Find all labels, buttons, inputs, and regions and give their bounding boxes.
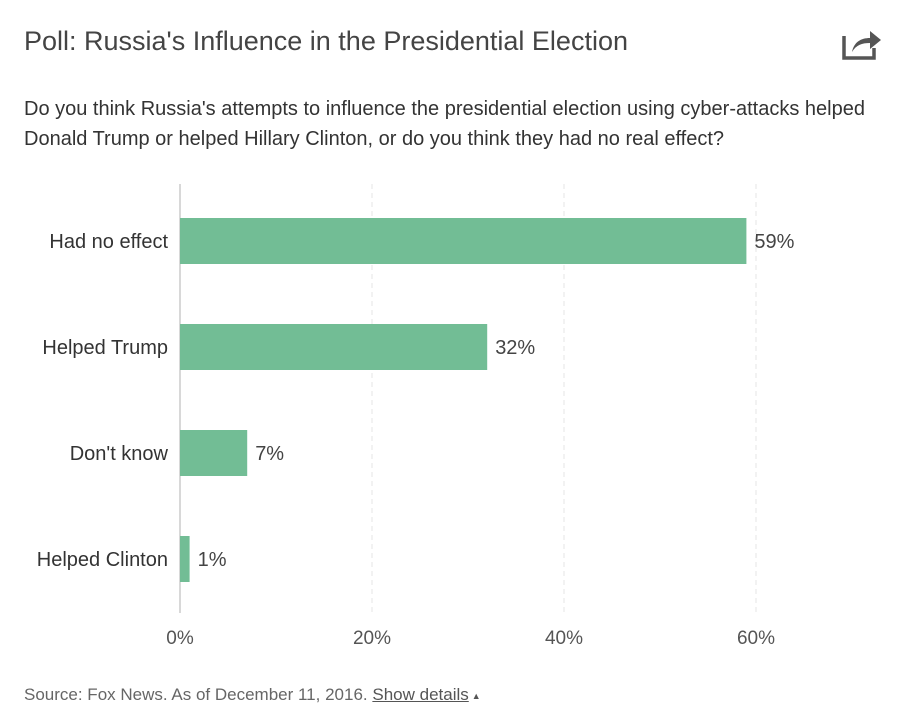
category-label: Had no effect	[49, 231, 168, 253]
category-label: Helped Clinton	[37, 549, 168, 571]
bar-0	[180, 218, 747, 264]
caret-up-icon: ▲	[471, 690, 481, 701]
x-tick-label: 20%	[353, 628, 391, 649]
x-tick-label: 60%	[737, 628, 775, 649]
category-label: Helped Trump	[42, 337, 168, 359]
show-details-label: Show details	[372, 685, 469, 704]
source-note: Source: Fox News. As of December 11, 201…	[24, 685, 481, 705]
value-label: 59%	[754, 231, 794, 253]
value-label: 7%	[255, 443, 284, 465]
share-icon	[842, 31, 881, 60]
chart-title: Poll: Russia's Influence in the Presiden…	[24, 26, 628, 56]
poll-question: Do you think Russia's attempts to influe…	[24, 98, 865, 150]
value-label: 1%	[198, 549, 227, 571]
bar-2	[180, 430, 248, 476]
bar-3	[180, 536, 190, 582]
x-tick-label: 40%	[545, 628, 583, 649]
bar-chart: Had no effect 59% Helped Trump 32% Don't kno…	[37, 184, 795, 649]
source-text: Source: Fox News. As of December 11, 201…	[24, 685, 368, 704]
share-button[interactable]	[840, 26, 884, 62]
show-details-link[interactable]: Show details ▲	[372, 685, 480, 704]
value-label: 32%	[495, 337, 535, 359]
x-tick-label: 0%	[166, 628, 194, 649]
category-label: Don't know	[70, 443, 169, 465]
bar-1	[180, 324, 488, 370]
